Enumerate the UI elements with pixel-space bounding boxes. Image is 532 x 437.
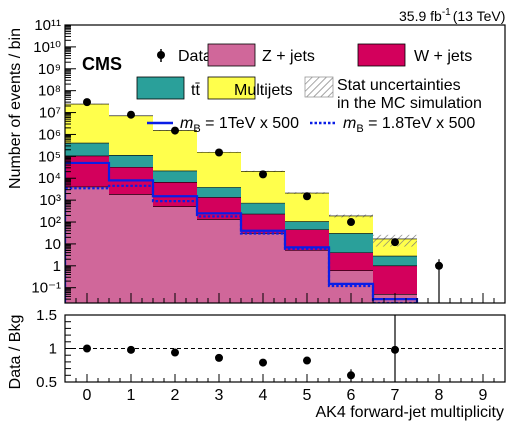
ratio-point-bin-4 — [259, 358, 267, 367]
main-y-axis: 10⁻¹ 1 10 10² 10³ 10⁴ 10⁵ 10⁶ 10⁷ 10⁸ 10⁹ 10¹⁰ 10¹¹ — [31, 17, 76, 304]
legend-data: Data — [157, 48, 212, 65]
legend-signal-1tev: mB = 1TeV x 500 — [147, 115, 299, 135]
data-point-bin-5 — [303, 192, 311, 201]
data-point-bin-7 — [391, 238, 399, 247]
ratio-x-tick-label: 1 — [127, 387, 136, 404]
ratio-x-tick-label: 5 — [303, 387, 312, 404]
bar-ttbar-bin-0 — [65, 143, 109, 156]
bar-ttbar-bin-3 — [197, 187, 241, 198]
bar-zjets-bin-1 — [109, 194, 153, 303]
bar-ttbar-bin-5 — [285, 221, 329, 230]
bar-wjets-bin-6 — [329, 252, 373, 271]
ratio-x-tick-label: 0 — [83, 387, 92, 404]
legend-stat-unc: Stat uncertainties in the MC simulation — [304, 76, 482, 112]
bar-wjets-bin-0 — [65, 155, 109, 187]
bar-wjets-bin-4 — [241, 214, 285, 234]
ratio-point-bin-1 — [127, 345, 135, 354]
ratio-content — [65, 315, 505, 382]
bar-ttbar-bin-2 — [153, 170, 197, 183]
main-y-tick-label: 10⁶ — [38, 126, 61, 143]
legend-signal-18tev: mB = 1.8TeV x 500 — [310, 115, 475, 135]
ratio-y-axis-label: Data / Bkg — [7, 315, 24, 390]
svg-text:Z + jets: Z + jets — [262, 48, 315, 65]
bar-zjets-bin-2 — [153, 206, 197, 303]
bar-multijets-bin-1 — [109, 115, 153, 156]
svg-text:mB = 1TeV x 500: mB = 1TeV x 500 — [180, 115, 299, 135]
ratio-x-tick-label: 8 — [435, 387, 444, 404]
data-point-bin-8 — [435, 261, 443, 270]
lumi-label: 35.9 fb-1 (13 TeV) — [399, 7, 505, 24]
main-y-tick-label: 10³ — [39, 192, 61, 209]
legend-multijets: Multijets — [207, 76, 293, 100]
data-point-bin-3 — [215, 148, 223, 157]
main-signal-lines — [65, 161, 419, 303]
main-data-points — [83, 98, 443, 303]
svg-text:Data: Data — [178, 48, 212, 65]
data-point-bin-4 — [259, 170, 267, 179]
data-point-bin-6 — [347, 218, 355, 227]
ratio-y-tick-label: 1.5 — [36, 307, 57, 324]
ratio-y-axis: 0.5 1 1.5 — [36, 307, 76, 391]
main-y-tick-label: 10⁵ — [38, 148, 61, 165]
bar-ttbar-bin-4 — [241, 203, 285, 215]
data-point-bin-2 — [171, 126, 179, 135]
ratio-x-tick-label: 3 — [215, 387, 224, 404]
data-point-bin-1 — [127, 110, 135, 119]
main-stack — [65, 103, 417, 303]
legend-zjets: Z + jets — [207, 43, 315, 67]
ratio-point-bin-0 — [83, 344, 91, 353]
bar-zjets-bin-4 — [241, 233, 285, 303]
svg-text:mB = 1.8TeV x 500: mB = 1.8TeV x 500 — [343, 115, 475, 135]
ratio-x-tick-label: 7 — [391, 387, 400, 404]
main-y-tick-label: 10 — [44, 236, 61, 253]
ratio-y-tick-label: 1 — [49, 341, 57, 358]
main-y-tick-label: 10⁻¹ — [31, 280, 61, 297]
cms-label: CMS — [82, 54, 122, 74]
svg-text:W + jets: W + jets — [414, 48, 472, 65]
ratio-x-tick-label: 4 — [259, 387, 268, 404]
main-y-tick-label: 10¹⁰ — [33, 39, 61, 56]
legend-wjets: W + jets — [357, 43, 472, 67]
bar-ttbar-bin-6 — [329, 233, 373, 253]
bar-wjets-bin-5 — [285, 229, 329, 251]
bar-ttbar-bin-7 — [373, 256, 417, 266]
ratio-x-tick-label: 2 — [171, 387, 180, 404]
svg-text:tt̄: tt̄ — [191, 82, 200, 99]
ratio-point-bin-3 — [215, 353, 223, 362]
bar-zjets-bin-3 — [197, 219, 241, 303]
bar-zjets-bin-0 — [65, 186, 109, 303]
ratio-x-tick-label: 6 — [347, 387, 356, 404]
signal-line-0 — [65, 161, 419, 303]
main-y-tick-label: 10⁸ — [38, 83, 61, 100]
main-y-tick-label: 10⁷ — [39, 105, 61, 122]
ratio-x-tick-label: 9 — [479, 387, 488, 404]
main-x-ticks — [64, 293, 506, 303]
main-y-tick-label: 10⁹ — [38, 61, 61, 78]
bar-ttbar-bin-1 — [109, 155, 153, 168]
data-point-bin-0 — [83, 98, 91, 107]
svg-text:Multijets: Multijets — [234, 82, 293, 99]
ratio-point-bin-2 — [171, 348, 179, 357]
main-y-tick-label: 10¹¹ — [34, 17, 61, 34]
bar-multijets-bin-3 — [197, 152, 241, 188]
legend: Data Z + jets W + jets tt̄ Multijets Sta… — [136, 43, 482, 135]
main-y-tick-label: 10² — [39, 214, 61, 231]
ratio-x-axis: 0 1 2 3 4 5 6 7 8 9 — [64, 374, 506, 404]
legend-ttbar: tt̄ — [136, 76, 200, 100]
ratio-point-bin-7 — [391, 345, 399, 354]
bar-multijets-bin-0 — [65, 104, 109, 144]
bar-wjets-bin-2 — [153, 182, 197, 207]
bar-wjets-bin-7 — [373, 265, 417, 295]
main-y-axis-label: Number of events / bin — [7, 28, 24, 189]
main-y-tick-label: 1 — [53, 258, 61, 275]
ratio-point-bin-5 — [303, 356, 311, 365]
bar-multijets-bin-2 — [153, 130, 197, 171]
main-y-tick-label: 10⁴ — [38, 170, 61, 187]
ratio-y-tick-label: 0.5 — [36, 374, 57, 391]
signal-line-1 — [65, 184, 419, 303]
x-axis-label: AK4 forward-jet multiplicity — [316, 404, 505, 421]
